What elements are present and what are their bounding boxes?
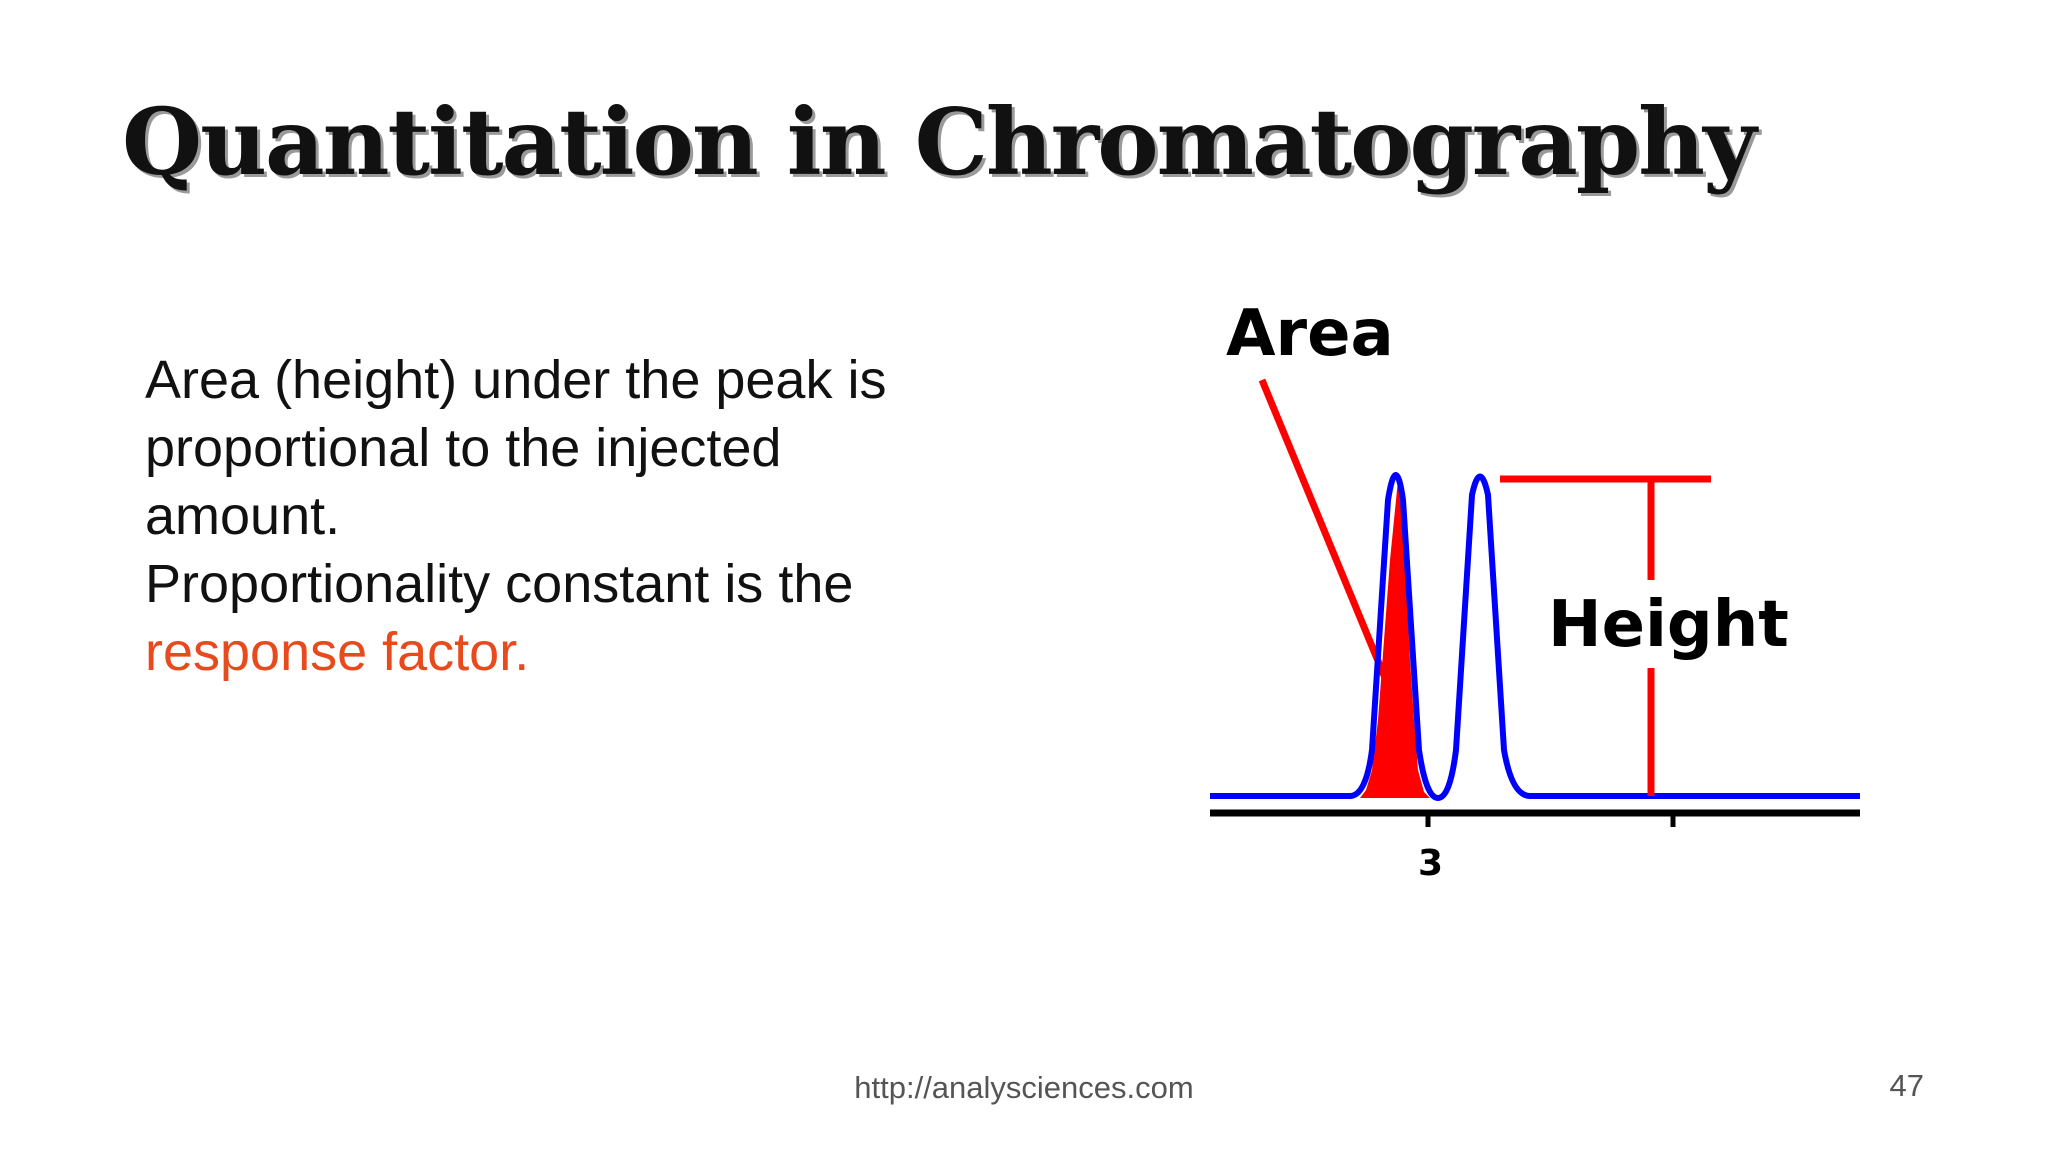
response-factor-text: response factor. [145,622,530,682]
chromatogram-diagram: Area Height 3 [1210,297,1860,884]
area-fill [1360,480,1430,798]
height-label: Height [1548,588,1789,662]
body-line-2: proportional to the injected [145,418,782,478]
footer-url: http://analysciences.com [854,1070,1194,1105]
body-line-1: Area (height) under the peak is [145,350,887,410]
area-pointer-line [1258,378,1394,692]
area-label: Area [1226,297,1394,371]
x-axis-tick-label: 3 [1418,843,1443,884]
body-line-3: amount. [145,486,341,546]
page-number: 47 [1889,1068,1924,1103]
slide-title: Quantitation in Chromatography [122,88,1757,196]
chromatogram-trace [1210,472,1860,801]
body-line-4: Proportionality constant is the [145,554,854,614]
body-text: Area (height) under the peak is proporti… [145,346,1045,686]
chromatogram-figure: Area Height 3 [1200,280,1880,920]
